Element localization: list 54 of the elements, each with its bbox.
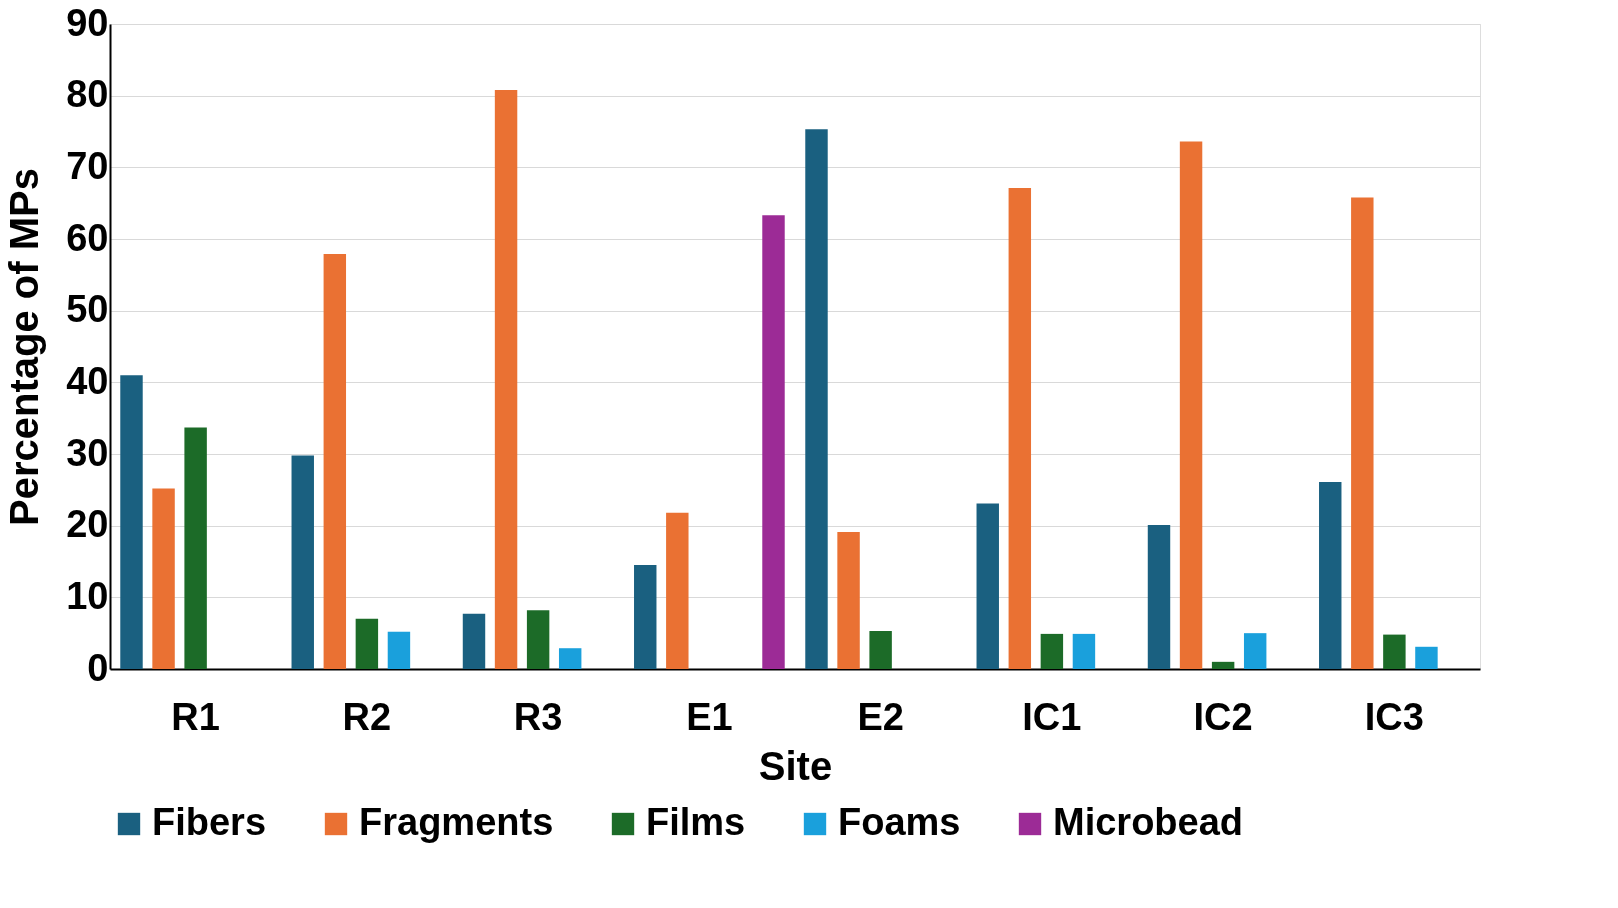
bar [1211,661,1235,669]
bar [762,215,785,669]
x-tick-label: R2 [342,695,392,738]
bar [494,89,518,669]
bar [387,631,411,669]
bar [1008,188,1032,669]
x-tick-label: IC1 [1022,695,1082,738]
y-tick-label: 60 [66,216,109,259]
bar [184,427,207,669]
y-tick-label: 80 [66,73,109,116]
bar [805,129,828,669]
bar [1351,197,1374,669]
bar [837,532,860,669]
x-tick-label: IC2 [1193,695,1253,738]
bar [152,488,175,669]
bar [462,613,486,669]
bar [291,455,314,669]
bar [526,610,550,669]
bar [869,631,892,669]
y-axis-title: Percentage of MPs [2,168,47,526]
x-axis-title: Site [758,743,833,788]
bar [1383,634,1406,669]
bar [120,375,143,669]
y-tick-label: 20 [66,503,109,546]
bar [1147,524,1171,669]
bar [666,512,689,669]
x-tick-label: R3 [513,695,563,738]
x-tick-label: E1 [686,695,733,738]
bar [355,618,379,669]
legend-label: Fragments [359,801,554,843]
y-tick-label: 30 [66,431,109,474]
y-tick-label: 70 [66,144,109,187]
bar [634,565,657,669]
bar [323,254,347,669]
bar [1319,481,1342,669]
bar [976,503,999,669]
bar [1415,646,1438,669]
x-tick-label: IC3 [1364,695,1424,738]
legend-label: Films [646,801,746,843]
x-tick-label: E2 [857,695,904,738]
y-tick-label: 10 [66,574,109,617]
legend-label: Foams [838,801,961,843]
y-tick-label: 90 [66,1,109,44]
legend-label: Microbead [1053,801,1244,843]
legend-label: Fibers [152,801,267,843]
y-tick-label: 0 [87,646,109,689]
bar [558,648,582,669]
y-tick-label: 50 [66,288,109,331]
bar [1243,633,1267,669]
bar [1179,141,1203,669]
x-tick-label: R1 [171,695,220,738]
y-tick-label: 40 [66,359,109,402]
bar [1072,633,1096,669]
bar [1040,633,1064,669]
